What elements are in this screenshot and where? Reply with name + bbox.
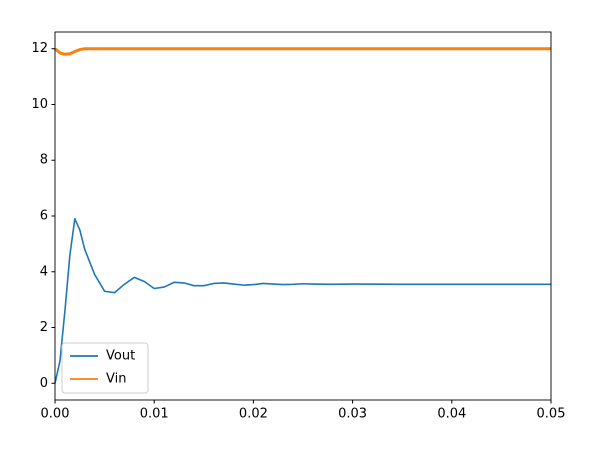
legend-label: Vout — [106, 349, 135, 364]
plot-frame — [54, 31, 552, 401]
x-tick-label: 0.00 — [41, 407, 70, 422]
y-tick-label: 4 — [40, 264, 48, 279]
y-tick-label: 8 — [40, 153, 48, 168]
line-series — [54, 47, 551, 56]
y-tick-label: 6 — [40, 209, 48, 224]
y-tick-label: 0 — [40, 376, 48, 391]
y-tick-label: 10 — [31, 97, 48, 112]
y-tick-label: 2 — [40, 320, 48, 335]
x-tick-label: 0.01 — [140, 407, 169, 422]
y-tick-label: 12 — [31, 41, 48, 56]
legend-label: Vin — [106, 372, 126, 387]
line-series — [54, 217, 551, 384]
x-tick-label: 0.02 — [239, 407, 268, 422]
x-tick-label: 0.04 — [437, 407, 466, 422]
x-tick-label: 0.03 — [338, 407, 367, 422]
x-tick-label: 0.05 — [537, 407, 566, 422]
